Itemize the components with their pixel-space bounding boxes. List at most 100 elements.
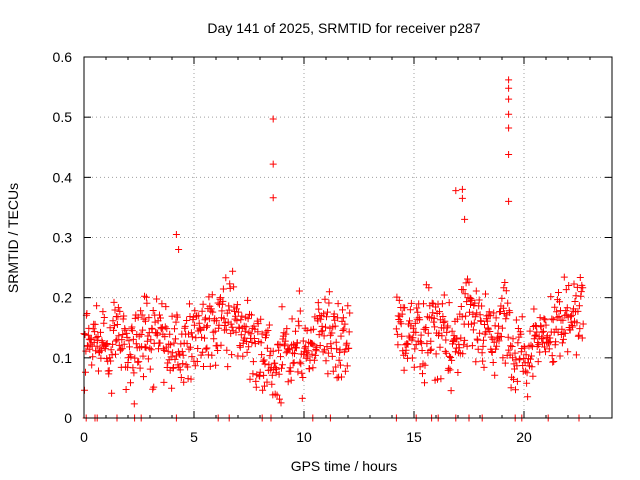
data-point xyxy=(462,279,470,287)
data-point xyxy=(334,300,342,308)
data-point xyxy=(575,302,583,310)
data-point xyxy=(504,299,512,307)
data-point xyxy=(189,313,197,321)
data-point xyxy=(107,357,115,365)
data-point xyxy=(296,358,304,366)
data-point xyxy=(144,355,152,363)
data-point xyxy=(551,303,559,311)
data-point xyxy=(522,351,530,359)
data-point xyxy=(573,319,581,327)
data-point xyxy=(460,341,468,349)
data-point xyxy=(249,370,257,378)
data-point xyxy=(400,366,408,374)
data-point xyxy=(100,314,108,321)
data-point xyxy=(288,315,296,323)
data-point xyxy=(186,313,194,320)
data-point xyxy=(298,369,306,377)
data-point xyxy=(91,320,99,328)
data-point xyxy=(277,399,285,407)
data-point xyxy=(245,343,253,351)
data-point xyxy=(485,308,493,316)
data-point xyxy=(343,339,351,347)
data-point xyxy=(241,327,249,335)
data-point xyxy=(268,380,276,388)
data-point xyxy=(331,322,339,330)
data-point xyxy=(429,309,437,317)
data-point xyxy=(243,348,251,356)
data-point xyxy=(108,389,116,397)
data-point xyxy=(523,369,531,377)
data-point xyxy=(540,315,548,323)
data-point xyxy=(298,394,306,402)
data-point xyxy=(523,379,531,387)
data-point xyxy=(332,363,340,371)
data-point xyxy=(518,313,526,321)
x-tick-label: 15 xyxy=(406,429,422,445)
data-point xyxy=(511,349,519,357)
data-point xyxy=(579,284,587,292)
data-point xyxy=(130,369,138,377)
data-point xyxy=(459,350,467,358)
data-point xyxy=(110,298,118,306)
data-point xyxy=(172,318,180,326)
data-point xyxy=(147,346,155,354)
data-point xyxy=(576,325,584,333)
data-point xyxy=(469,326,477,334)
data-point xyxy=(237,316,245,324)
data-point xyxy=(481,321,488,328)
data-point xyxy=(428,299,436,307)
data-point xyxy=(115,341,123,349)
data-point xyxy=(319,327,327,335)
data-point xyxy=(325,288,333,296)
data-point xyxy=(438,332,446,340)
data-point xyxy=(459,286,467,294)
data-point xyxy=(505,197,513,205)
data-point xyxy=(142,293,150,301)
data-point xyxy=(167,353,175,361)
data-point xyxy=(438,300,446,308)
data-point xyxy=(297,360,305,368)
data-point xyxy=(221,319,229,327)
data-point xyxy=(289,359,297,367)
data-point xyxy=(505,84,513,92)
data-point xyxy=(536,314,544,322)
data-point xyxy=(398,332,406,340)
data-point xyxy=(281,337,289,345)
data-point xyxy=(341,320,349,328)
data-point xyxy=(232,328,240,336)
data-point xyxy=(418,347,426,354)
data-point xyxy=(183,340,191,348)
data-point xyxy=(179,351,187,359)
data-point xyxy=(411,319,419,327)
data-point xyxy=(412,328,420,336)
data-point xyxy=(144,332,152,340)
data-point xyxy=(346,309,354,317)
data-point xyxy=(99,308,107,316)
data-point xyxy=(437,375,445,383)
data-point xyxy=(83,310,91,317)
data-point xyxy=(278,364,285,372)
data-point xyxy=(118,336,126,344)
data-point xyxy=(499,354,507,362)
data-point xyxy=(317,315,325,323)
data-point xyxy=(505,76,513,84)
data-point xyxy=(226,284,234,292)
data-point xyxy=(207,305,215,313)
data-point xyxy=(571,298,579,305)
data-point xyxy=(527,355,534,363)
data-point xyxy=(210,335,218,343)
data-point xyxy=(132,340,140,348)
data-point xyxy=(505,95,513,103)
data-point xyxy=(569,323,577,331)
data-point xyxy=(417,331,425,339)
data-point xyxy=(309,325,317,333)
data-point xyxy=(434,375,441,383)
data-point xyxy=(131,354,139,362)
data-point xyxy=(187,375,195,383)
data-point xyxy=(88,361,96,369)
data-point xyxy=(161,323,169,331)
data-point xyxy=(559,316,567,324)
data-point xyxy=(491,371,499,379)
data-point xyxy=(453,315,461,323)
data-point xyxy=(167,341,175,349)
